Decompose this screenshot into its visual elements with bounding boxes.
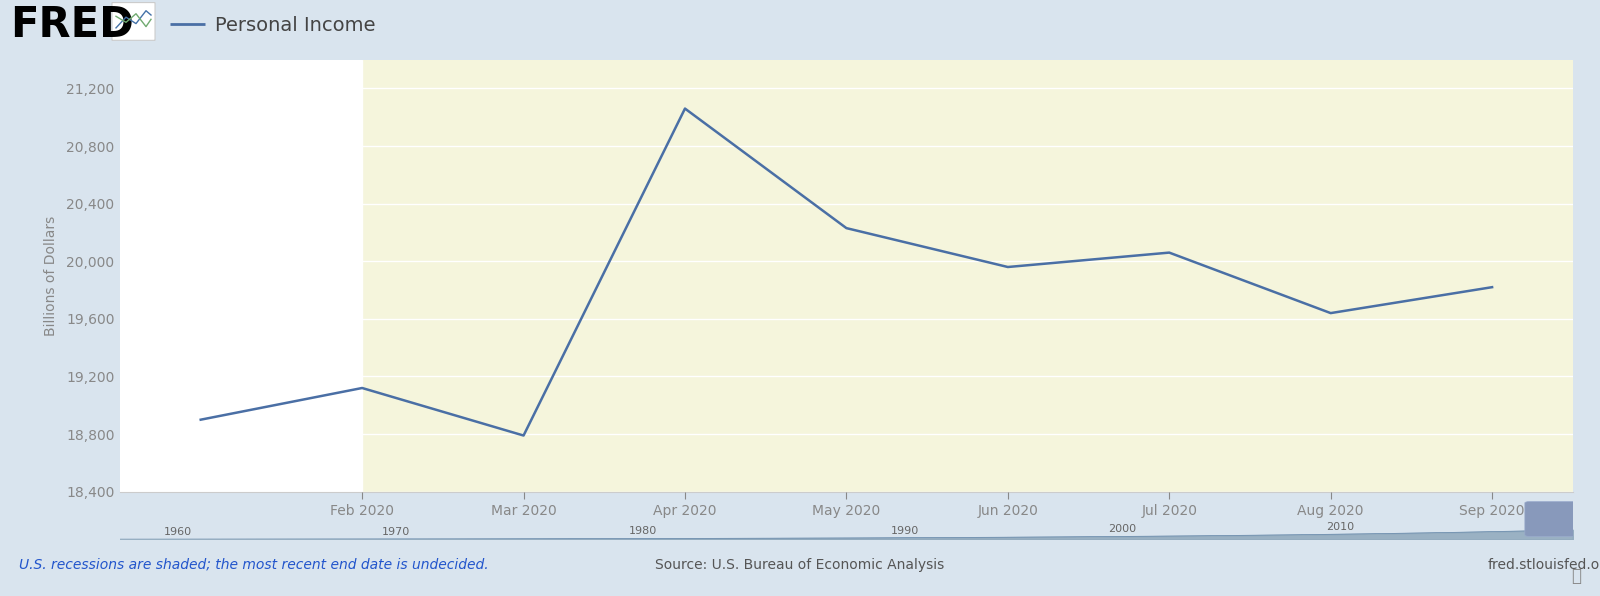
Text: fred.stlouisfed.org: fred.stlouisfed.org bbox=[1488, 558, 1600, 572]
Text: 2010: 2010 bbox=[1326, 522, 1355, 532]
Text: ⤢: ⤢ bbox=[1571, 567, 1581, 585]
Bar bbox=[120, 60, 362, 492]
Bar bbox=[362, 60, 1573, 492]
Text: 1970: 1970 bbox=[382, 527, 410, 537]
Text: Personal Income: Personal Income bbox=[214, 16, 376, 35]
Text: FRED: FRED bbox=[10, 4, 134, 46]
Text: 2000: 2000 bbox=[1109, 524, 1136, 534]
Y-axis label: Billions of Dollars: Billions of Dollars bbox=[43, 216, 58, 336]
FancyBboxPatch shape bbox=[1525, 502, 1578, 536]
FancyBboxPatch shape bbox=[112, 2, 155, 41]
Text: 1990: 1990 bbox=[890, 526, 918, 536]
Text: 1980: 1980 bbox=[629, 526, 658, 536]
Text: U.S. recessions are shaded; the most recent end date is undecided.: U.S. recessions are shaded; the most rec… bbox=[19, 558, 490, 572]
Text: 1960: 1960 bbox=[165, 527, 192, 537]
Text: Source: U.S. Bureau of Economic Analysis: Source: U.S. Bureau of Economic Analysis bbox=[656, 558, 944, 572]
